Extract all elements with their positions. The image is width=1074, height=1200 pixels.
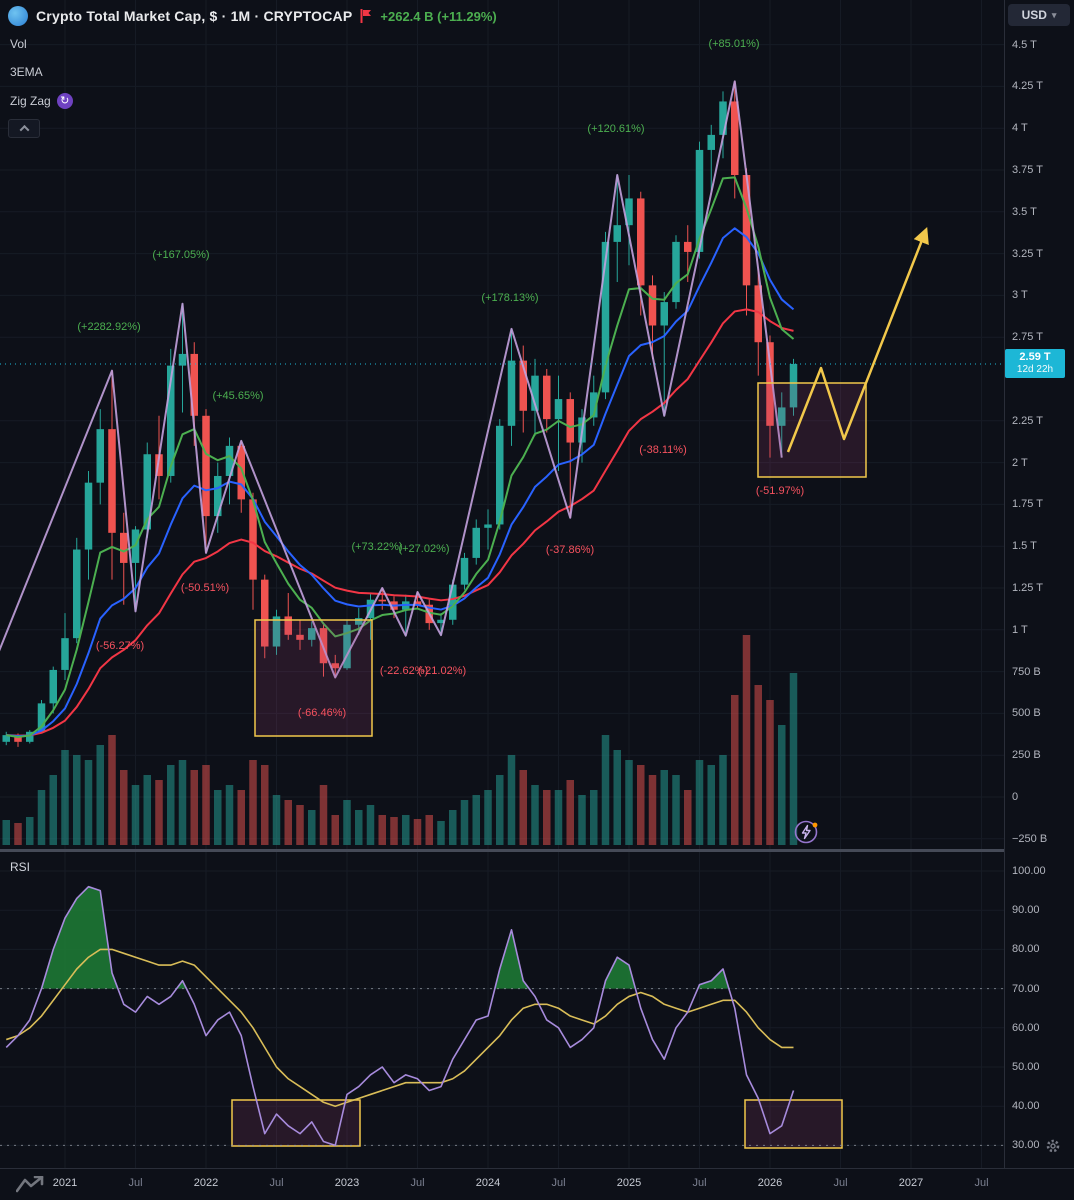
legend-item-zigzag[interactable]: Zig Zag ↻: [10, 93, 73, 109]
legend-item-volume[interactable]: Vol: [10, 37, 27, 51]
last-price-value: 2.59 T: [1019, 350, 1051, 363]
time-axis-year-label: 2023: [334, 1177, 360, 1189]
axis-tick-label: 4 T: [1012, 122, 1028, 135]
chevron-down-icon: ▾: [1051, 9, 1057, 20]
time-axis-year-label: 2022: [193, 1177, 219, 1189]
time-axis-month-label: Jul: [410, 1177, 425, 1189]
time-axis-year-label: 2026: [757, 1177, 783, 1189]
symbol-title[interactable]: Crypto Total Market Cap, $ · 1M · CRYPTO…: [36, 8, 353, 24]
time-axis-month-label: Jul: [974, 1177, 989, 1189]
axis-tick-label: 3 T: [1012, 289, 1028, 302]
axis-tick-label: 750 B: [1012, 665, 1041, 678]
axis-tick-label: 3.25 T: [1012, 247, 1043, 260]
axis-tick-label: 4.25 T: [1012, 80, 1043, 93]
refresh-icon[interactable]: ↻: [56, 93, 73, 109]
time-axis-year-label: 2024: [475, 1177, 501, 1189]
currency-selector[interactable]: USD ▾: [1008, 4, 1070, 26]
ema-indicator-label: 3EMA: [10, 65, 43, 79]
time-axis-year-label: 2027: [898, 1177, 924, 1189]
time-axis-month-label: Jul: [551, 1177, 566, 1189]
axis-tick-label: 3.5 T: [1012, 205, 1037, 218]
axis-tick-label: 90.00: [1012, 904, 1040, 917]
time-axis-month-label: Jul: [128, 1177, 143, 1189]
price-change-text: +262.4 B (+11.29%): [380, 8, 497, 24]
symbol-logo-icon: [8, 6, 28, 26]
axis-tick-label: −250 B: [1012, 832, 1048, 845]
chart-header: Crypto Total Market Cap, $ · 1M · CRYPTO…: [8, 6, 497, 26]
axis-tick-label: 2.75 T: [1012, 331, 1043, 344]
axis-tick-label: 50.00: [1012, 1061, 1040, 1073]
volume-indicator-label: Vol: [10, 37, 27, 51]
zigzag-indicator-label: Zig Zag: [10, 94, 51, 108]
axis-tick-label: 30.00: [1012, 1139, 1040, 1152]
bar-countdown: 12d 22h: [1016, 363, 1054, 375]
tradingview-logo[interactable]: [15, 1175, 50, 1199]
axis-tick-label: 1.5 T: [1012, 540, 1037, 553]
flash-icon[interactable]: [793, 818, 821, 851]
axis-tick-label: 2 T: [1012, 456, 1028, 469]
axis-tick-label: 250 B: [1012, 749, 1041, 762]
axis-tick-label: 60.00: [1012, 1021, 1040, 1034]
time-axis-month-label: Jul: [269, 1177, 284, 1189]
legend-item-3ema[interactable]: 3EMA: [10, 65, 43, 79]
axis-tick-label: 4.5 T: [1012, 38, 1037, 51]
chart-canvas[interactable]: [0, 0, 1004, 1168]
axis-tick-label: 0: [1012, 791, 1019, 803]
price-axis[interactable]: USD ▾ 2.59 T 12d 22h 4.5 T 4.25 T 4 T 3.75 …: [1004, 0, 1074, 1168]
pane-separator[interactable]: [0, 849, 1074, 852]
time-axis-month-label: Jul: [692, 1177, 707, 1189]
axis-tick-label: 40.00: [1012, 1100, 1040, 1113]
axis-tick-label: 1 T: [1012, 623, 1028, 636]
last-price-label: 2.59 T 12d 22h: [1005, 348, 1065, 378]
chevron-up-icon: [19, 124, 29, 135]
axis-tick-label: 3.75 T: [1012, 164, 1043, 176]
axis-tick-label: 100.00: [1012, 865, 1046, 877]
time-axis-month-label: Jul: [833, 1177, 848, 1189]
axis-tick-label: 80.00: [1012, 943, 1040, 956]
axis-tick-label: 2.25 T: [1012, 414, 1043, 427]
axis-tick-label: 70.00: [1012, 982, 1040, 995]
axis-tick-label: 1.75 T: [1012, 498, 1043, 511]
time-axis-year-label: 2025: [616, 1177, 642, 1189]
collapse-legend-button[interactable]: [8, 119, 40, 138]
scale-settings-icon[interactable]: [1045, 1138, 1061, 1159]
time-axis-year-label: 2021: [52, 1177, 78, 1189]
currency-label: USD: [1021, 8, 1047, 22]
axis-tick-label: 1.25 T: [1012, 582, 1043, 594]
axis-tick-label: 500 B: [1012, 707, 1041, 720]
rsi-indicator-label[interactable]: RSI: [10, 860, 31, 874]
time-axis[interactable]: 2021 Jul 2022 Jul 2023 Jul 2024 Jul 2025 Jul 2026 J…: [0, 1168, 1074, 1200]
flag-icon[interactable]: [360, 9, 372, 23]
